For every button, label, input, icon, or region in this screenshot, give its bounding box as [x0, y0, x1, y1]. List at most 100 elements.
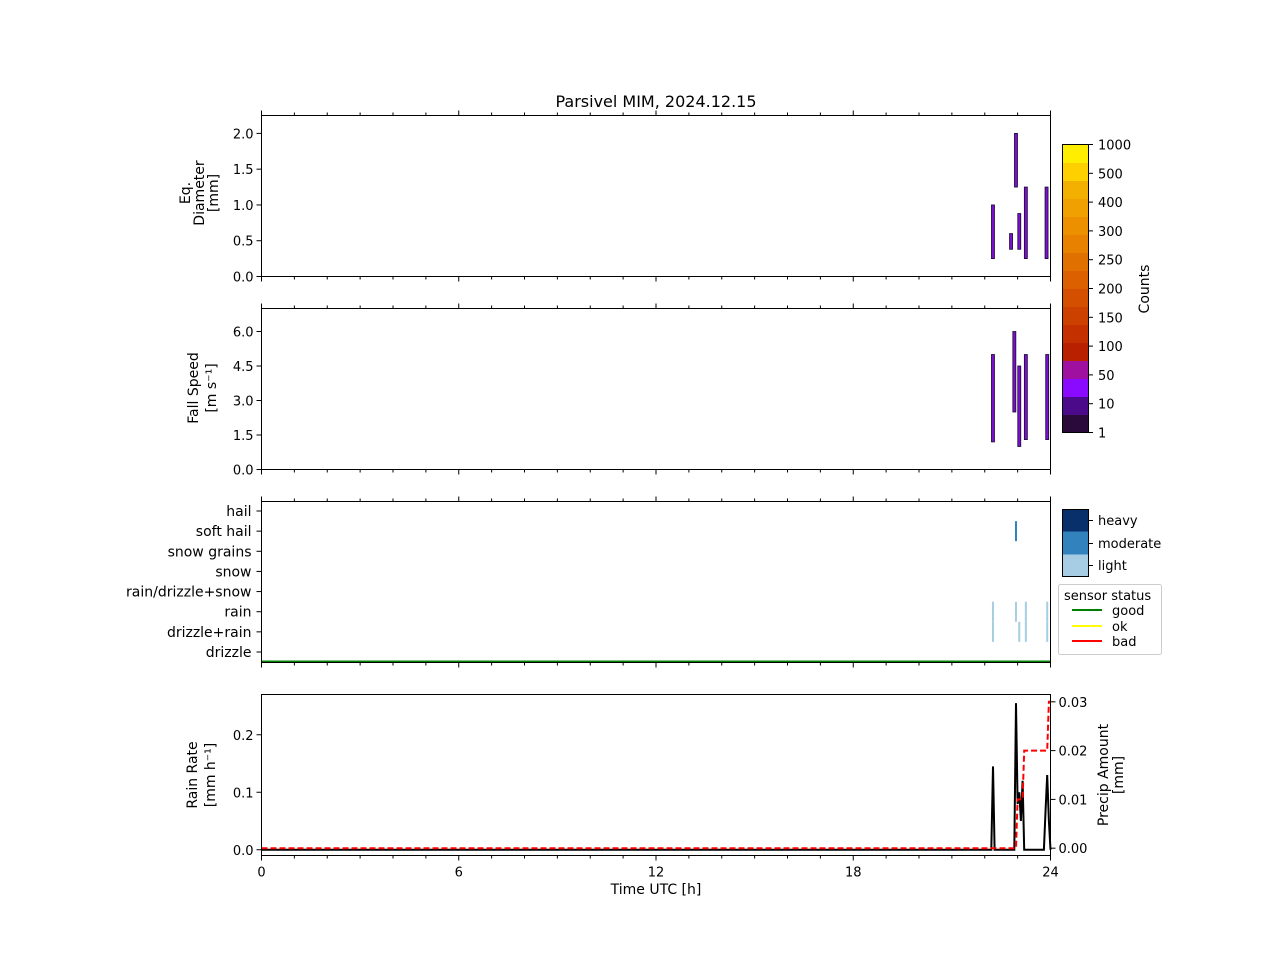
colorbar-cell [1062, 396, 1089, 415]
precip-amount-ylabel-line1: Precip Amount [1096, 723, 1112, 826]
y-tick-label: 4.5 [233, 360, 254, 375]
y-tick-label: 1.0 [233, 199, 254, 214]
event-bar [1023, 354, 1028, 440]
event-bar [1012, 331, 1017, 413]
colorbar-cell [1062, 180, 1089, 199]
precip-type-panel: drizzle drizzle+rain rain rain/drizzle+snow… [126, 496, 1051, 668]
event-bar [1044, 186, 1049, 260]
colorbar-tick-label: 300 [1098, 225, 1123, 240]
event-bar [1045, 354, 1050, 440]
category-label: soft hail [196, 524, 252, 540]
rain-rate-ylabel-line1: Rain Rate [185, 741, 201, 808]
colorbar-cell [1062, 342, 1089, 361]
y-tick-label-right: 0.01 [1059, 793, 1088, 808]
diameter-events [991, 132, 1049, 260]
colorbar-tick-label: 100 [1098, 340, 1123, 355]
colorbar-tick-label: 150 [1098, 311, 1123, 326]
precip-type-frame [261, 501, 1051, 663]
fallspeed-panel: 0.0 1.5 3.0 4.5 6.0 Fall Speed [m s⁻¹] [186, 303, 1051, 479]
y-tick-label: 1.5 [233, 429, 254, 444]
y-tick-label-right: 0.00 [1059, 842, 1088, 857]
category-label: rain/drizzle+snow [126, 585, 251, 601]
event-bar [1017, 213, 1022, 250]
y-tick-label: 1.5 [233, 163, 254, 178]
colorbar-cell [1062, 234, 1089, 253]
fallspeed-ylabel-line1: Fall Speed [186, 352, 202, 423]
category-label: drizzle [206, 645, 252, 661]
diameter-ylabel-line1: Eq. [178, 182, 194, 204]
colorbar-cell [1062, 270, 1089, 289]
y-tick-label: 6.0 [233, 326, 254, 341]
x-axis-label: Time UTC [h] [610, 882, 702, 898]
rain-rate-x-ticks: 0 6 12 18 24 [257, 855, 1059, 881]
fallspeed-x-ticks [261, 303, 1051, 475]
precip-amount-y-ticks: 0.00 0.01 0.02 0.03 [1050, 696, 1088, 857]
colorbar-ticks: 1 10 50 100 150 200 250 300 400 500 1000 [1088, 139, 1131, 442]
category-label: hail [226, 504, 251, 520]
x-tick-label: 0 [257, 866, 265, 881]
event-bar [1023, 186, 1028, 260]
y-tick-label-right: 0.02 [1059, 745, 1088, 760]
colorbar-tick-label: 400 [1098, 196, 1123, 211]
y-tick-label: 0.5 [233, 235, 254, 250]
intensity-moderate-label: moderate [1098, 537, 1161, 552]
precip-type-categories: drizzle drizzle+rain rain rain/drizzle+snow… [126, 504, 262, 661]
legend-title: sensor status [1064, 589, 1151, 604]
x-tick-label: 12 [648, 866, 665, 881]
colorbar-tick-label: 250 [1098, 254, 1123, 269]
colorbar-cell [1062, 252, 1089, 271]
intensity-heavy-swatch [1062, 509, 1089, 532]
colorbar-tick-label: 50 [1098, 369, 1115, 384]
colorbar-cell [1062, 378, 1089, 397]
precip-amount-line [261, 700, 1051, 850]
colorbar-cell [1062, 414, 1089, 433]
colorbar-cell [1062, 306, 1089, 325]
legend-box [1058, 584, 1162, 655]
diameter-panel: 0.0 0.5 1.0 1.5 2.0 Eq. Diameter [mm] [178, 110, 1051, 286]
y-tick-label: 0.0 [233, 271, 254, 286]
event-bar [1017, 365, 1022, 447]
colorbar-tick-label: 10 [1098, 398, 1115, 413]
colorbar-tick-label: 1 [1098, 427, 1106, 442]
y-tick-label: 0.0 [233, 464, 254, 479]
chart-title: Parsivel MIM, 2024.12.15 [555, 92, 756, 111]
fallspeed-y-ticks: 0.0 1.5 3.0 4.5 6.0 [233, 326, 262, 479]
colorbar-cell [1062, 216, 1089, 235]
colorbar-tick-label: 1000 [1098, 139, 1131, 154]
diameter-ylabel-line2: Diameter [192, 160, 208, 226]
x-tick-label: 24 [1042, 866, 1059, 881]
event-bar [991, 354, 995, 443]
event-bar [991, 204, 995, 260]
colorbar-tick-label: 500 [1098, 167, 1123, 182]
y-tick-label: 0.1 [233, 786, 254, 801]
fallspeed-ylabel-line2: [m s⁻¹] [204, 363, 220, 412]
intensity-moderate-swatch [1062, 531, 1089, 555]
intensity-legend: heavy moderate light [1062, 509, 1161, 577]
legend-ok-label: ok [1112, 620, 1128, 635]
intensity-heavy-label: heavy [1098, 514, 1138, 529]
intensity-light-label: light [1098, 559, 1127, 574]
counts-colorbar: 1 10 50 100 150 200 250 300 400 500 1000 Counts [1062, 139, 1153, 442]
colorbar-cell [1062, 288, 1089, 307]
y-tick-label: 0.2 [233, 729, 254, 744]
rain-rate-line [261, 703, 1052, 851]
legend-bad-label: bad [1112, 635, 1136, 650]
category-label: snow grains [168, 544, 252, 560]
rain-rate-ylabel-line2: [mm h⁻¹] [203, 743, 219, 808]
fallspeed-frame [261, 308, 1051, 470]
event-bar [1014, 132, 1018, 188]
category-label: rain [224, 605, 251, 621]
intensity-light-swatch [1062, 554, 1089, 577]
rain-rate-frame [261, 694, 1051, 856]
x-tick-label: 18 [845, 866, 862, 881]
colorbar-label: Counts [1137, 265, 1153, 314]
colorbar-cell [1062, 162, 1089, 181]
precip-type-marks [991, 521, 1049, 642]
diameter-frame [261, 115, 1051, 277]
event-bar [1009, 233, 1013, 250]
precip-type-x-ticks [261, 496, 1051, 668]
y-tick-label: 0.0 [233, 844, 254, 859]
y-tick-label: 3.0 [233, 395, 254, 410]
legend-good-label: good [1112, 604, 1144, 619]
